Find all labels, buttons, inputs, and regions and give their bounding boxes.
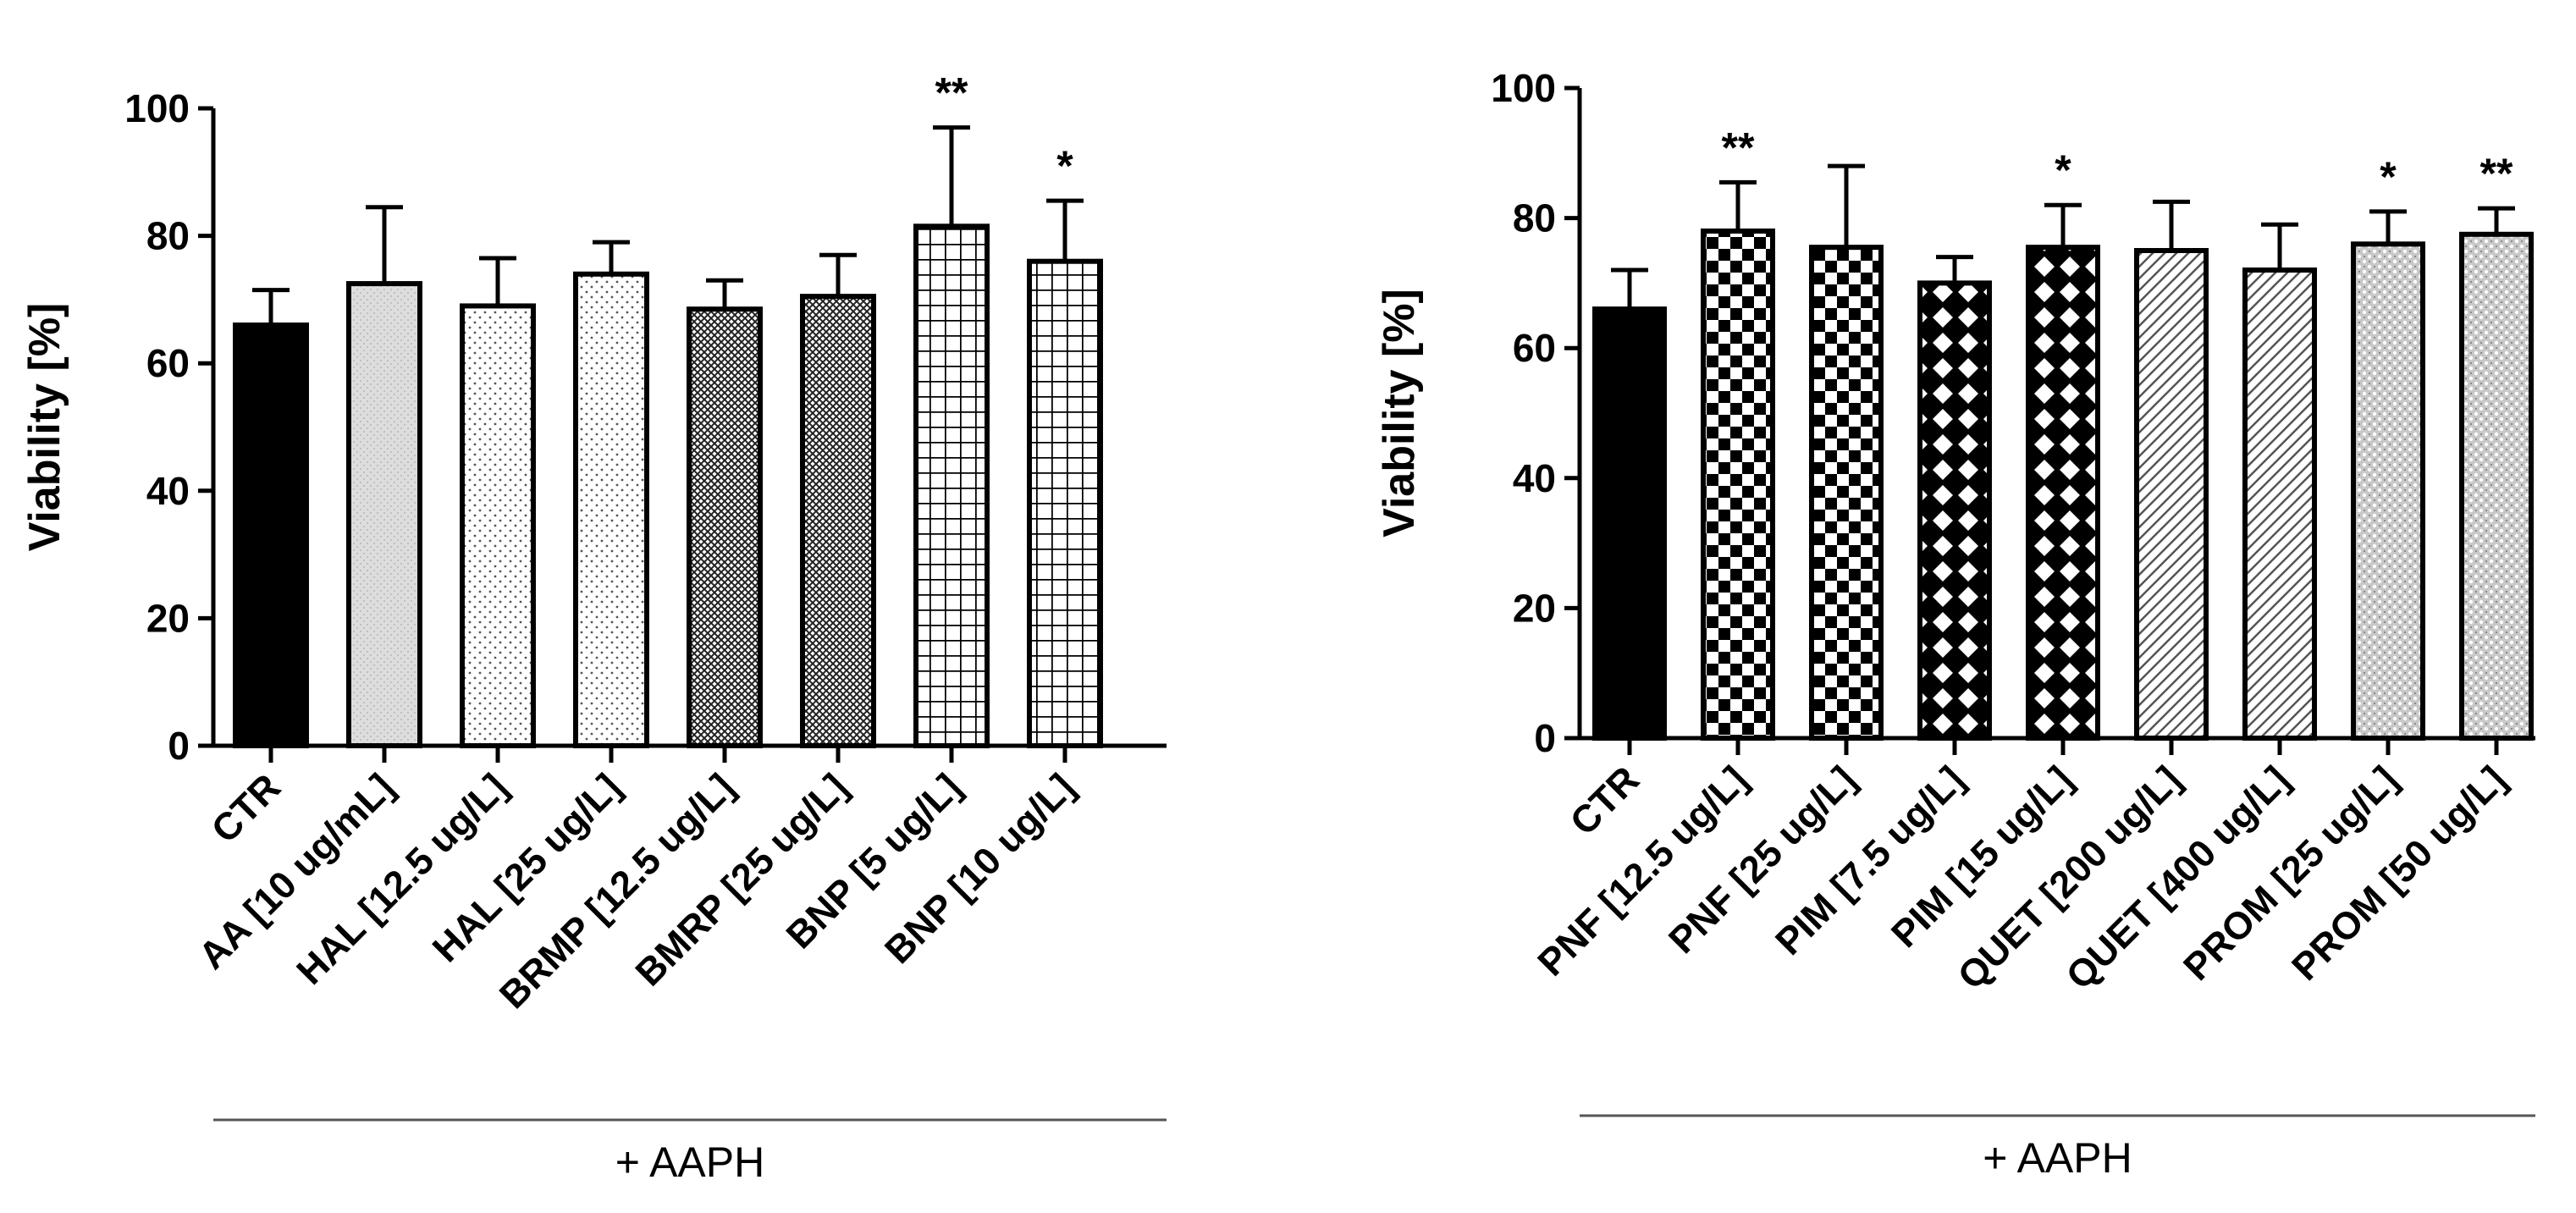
category-label: CTR [203, 765, 289, 851]
bar [800, 294, 876, 748]
y-tick-label: 40 [146, 469, 190, 513]
category-label: HAL [12.5 ug/L] [288, 765, 516, 993]
category-label: AA [10 ug/mL] [190, 765, 403, 978]
y-tick-label: 0 [168, 724, 190, 768]
bar [2459, 231, 2534, 741]
y-axis-label: Viability [%] [20, 303, 69, 552]
bar [1592, 306, 1667, 741]
significance-marker: ** [2480, 150, 2513, 197]
bar [573, 271, 649, 748]
bar [2242, 267, 2317, 742]
significance-marker: * [2055, 146, 2071, 194]
y-tick-label: 60 [146, 341, 190, 385]
y-tick-label: 100 [1491, 66, 1556, 110]
bar [1701, 228, 1775, 741]
y-tick-label: 20 [146, 596, 190, 640]
y-tick-label: 60 [1513, 326, 1556, 370]
y-tick-label: 80 [1513, 196, 1556, 240]
significance-marker: ** [1722, 124, 1755, 171]
y-tick-label: 40 [1513, 456, 1556, 500]
y-axis-label: Viability [%] [1375, 289, 1424, 538]
bar [1027, 258, 1103, 749]
y-tick-label: 0 [1534, 716, 1556, 760]
significance-marker: * [2380, 153, 2397, 201]
bar [913, 223, 990, 748]
bar [1809, 245, 1884, 742]
group-label: + AAPH [615, 1139, 765, 1186]
bar [2026, 245, 2100, 742]
category-label: BMRP [25 ug/L] [626, 765, 856, 995]
bar [346, 281, 422, 748]
bar [687, 306, 763, 748]
significance-marker: ** [935, 69, 968, 117]
bar [233, 323, 309, 748]
category-label: PNF [25 ug/L] [1660, 758, 1864, 962]
y-tick-label: 100 [124, 86, 190, 130]
y-tick-label: 80 [146, 214, 190, 258]
category-label: PIM [7.5 ug/L] [1767, 758, 1972, 963]
bar [460, 303, 536, 748]
bar [1917, 280, 1992, 741]
bar [2351, 241, 2425, 741]
group-label: + AAPH [1983, 1134, 2132, 1182]
category-label: CTR [1562, 758, 1647, 843]
y-tick-label: 20 [1513, 586, 1556, 630]
significance-marker: * [1056, 142, 1073, 190]
bar [2134, 248, 2209, 741]
